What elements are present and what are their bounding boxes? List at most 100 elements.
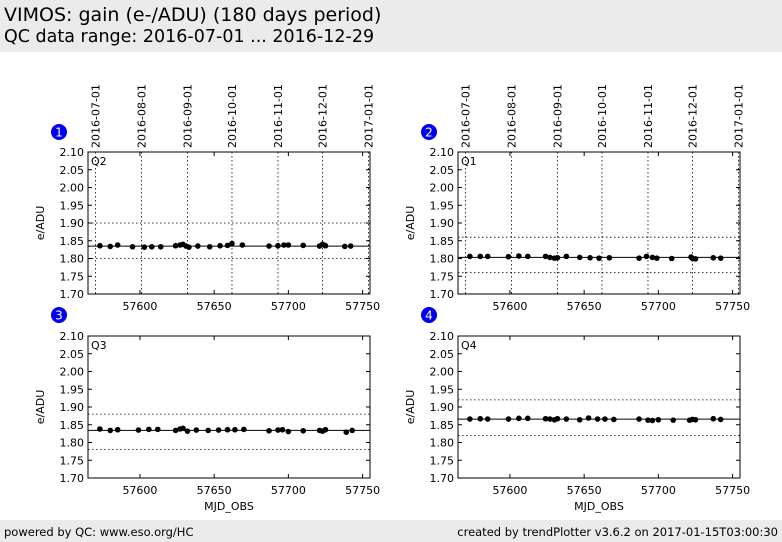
plot-frame [87, 335, 371, 479]
panel-badge [421, 124, 437, 140]
data-point [215, 427, 222, 433]
header-bar: VIMOS: gain (e-/ADU) (180 days period) Q… [0, 0, 782, 52]
date-tick-label: 2016-07-01 [89, 84, 102, 148]
date-tick-label: 2016-08-01 [505, 84, 518, 148]
x-axis-label: MJD_OBS [574, 500, 624, 513]
y-tick-label: 1.80 [430, 253, 455, 266]
data-point [107, 427, 114, 434]
data-point [710, 254, 717, 261]
data-point [285, 428, 292, 435]
x-tick-label: 57700 [641, 484, 676, 497]
data-point [611, 416, 617, 423]
date-tick-label: 2017-01-01 [733, 84, 746, 148]
data-point [563, 253, 570, 260]
y-tick-label: 2.00 [60, 182, 85, 195]
date-tick-label: 2016-10-01 [226, 84, 239, 148]
x-tick-label: 57650 [197, 300, 232, 313]
data-point [107, 243, 114, 250]
data-point [645, 417, 651, 423]
y-tick-label: 1.90 [430, 217, 455, 230]
x-tick-label: 57650 [567, 300, 602, 313]
data-point [596, 255, 602, 261]
data-point [477, 253, 484, 260]
data-point [285, 242, 292, 248]
data-point [206, 243, 213, 250]
page-subtitle: QC data range: 2016-07-01 ... 2016-12-29 [4, 27, 375, 47]
x-tick-label: 57600 [492, 484, 527, 497]
data-point [576, 254, 583, 261]
data-point [154, 426, 161, 433]
data-point [266, 243, 272, 249]
y-tick-label: 1.80 [430, 437, 455, 450]
y-tick-label: 1.95 [60, 199, 85, 212]
date-tick-label: 2016-11-01 [272, 84, 285, 148]
data-point [157, 243, 164, 250]
data-point [229, 240, 235, 247]
data-point [224, 426, 231, 433]
data-point [193, 427, 200, 433]
y-tick-label: 1.90 [60, 401, 85, 414]
panel-badge-number: 2 [425, 126, 433, 140]
y-tick-label: 1.95 [60, 383, 85, 396]
data-point [195, 243, 201, 249]
date-tick-label: 2016-09-01 [551, 84, 564, 148]
y-tick-label: 2.10 [60, 330, 85, 343]
date-tick-label: 2016-11-01 [642, 84, 655, 148]
page-title: VIMOS: gain (e-/ADU) (180 days period) [4, 4, 382, 26]
data-point [322, 426, 329, 433]
y-tick-label: 1.80 [60, 437, 85, 450]
date-tick-label: 2017-01-01 [363, 84, 376, 148]
data-point [636, 255, 642, 261]
y-tick-label: 1.85 [60, 235, 85, 248]
data-point [554, 415, 561, 422]
chart-panel-1: 1.70 1.75 1.80 1.85 1.90 1.95 2.00 2.05 2.10 5760… [34, 84, 380, 313]
data-point [275, 242, 281, 249]
y-tick-label: 2.00 [430, 182, 455, 195]
x-tick-label: 57600 [122, 300, 157, 313]
x-tick-label: 57750 [345, 300, 380, 313]
x-tick-label: 57700 [271, 484, 306, 497]
y-axis-label: e/ADU [34, 390, 47, 425]
x-tick-label: 57700 [271, 300, 306, 313]
data-point [349, 427, 355, 434]
data-point [467, 253, 473, 260]
y-tick-label: 1.95 [430, 383, 455, 396]
y-tick-label: 2.10 [430, 146, 455, 159]
y-tick-label: 2.10 [430, 330, 455, 343]
data-point [114, 242, 121, 248]
data-point [205, 427, 212, 434]
y-tick-label: 2.05 [430, 348, 455, 361]
y-tick-label: 1.75 [60, 454, 85, 467]
data-point [300, 242, 307, 249]
data-point [217, 242, 223, 249]
data-point [547, 254, 553, 261]
panel-badge-number: 3 [55, 309, 63, 323]
data-point [484, 253, 491, 260]
data-point [649, 254, 656, 261]
data-point [516, 253, 522, 259]
y-axis-label: e/ADU [34, 206, 47, 241]
footer-created-by: created by trendPlotter v3.6.2 on 2017-0… [457, 525, 778, 539]
y-tick-label: 2.05 [60, 164, 85, 177]
y-tick-label: 1.80 [60, 253, 85, 266]
data-point [343, 429, 350, 436]
data-point [654, 255, 660, 261]
panel-badge [51, 307, 67, 323]
y-tick-label: 1.70 [430, 472, 455, 485]
y-tick-label: 1.90 [430, 401, 455, 414]
data-point [180, 425, 186, 432]
data-point [692, 416, 699, 423]
data-point [710, 415, 717, 422]
date-tick-label: 2016-10-01 [596, 84, 609, 148]
date-tick-label: 2016-07-01 [459, 84, 472, 148]
panel-label: Q4 [461, 339, 477, 352]
data-point [585, 415, 592, 421]
date-tick-label: 2016-09-01 [181, 84, 194, 148]
data-point [717, 416, 724, 423]
data-point [602, 416, 608, 422]
plot-frame [457, 335, 741, 479]
x-tick-label: 57600 [492, 300, 527, 313]
data-point [467, 416, 473, 422]
data-point [542, 253, 549, 260]
panel-label: Q2 [91, 155, 107, 168]
